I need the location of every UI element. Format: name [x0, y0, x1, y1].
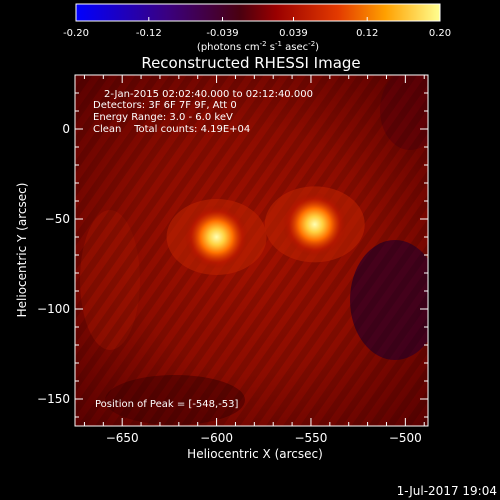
source-blob — [282, 192, 347, 257]
peak-position-label: Position of Peak = [-548,-53] — [95, 399, 239, 410]
x-tick-label: −550 — [294, 431, 327, 445]
colorbar-tick-label: -0.20 — [63, 28, 89, 39]
heatmap-image — [75, 75, 428, 426]
colorbar-tick-label: 0.20 — [429, 28, 451, 39]
colorbar — [75, 3, 441, 22]
energy-range-label: Energy Range: 3.0 - 6.0 keV — [93, 112, 233, 123]
x-axis-label: Heliocentric X (arcsec) — [187, 447, 323, 461]
source-blob — [184, 205, 249, 269]
colorbar-tick-label: -0.12 — [136, 28, 162, 39]
y-tick-label: −100 — [37, 302, 70, 316]
x-tick-label: −650 — [106, 431, 139, 445]
colorbar-tick-label: -0.039 — [206, 28, 238, 39]
plot-frame — [74, 74, 429, 427]
colorbar-tick-label: 0.12 — [356, 28, 378, 39]
x-tick-label: −600 — [200, 431, 233, 445]
footer-date: 1-Jul-2017 19:04 — [397, 484, 497, 498]
colorbar-ticks: -0.20 -0.12 -0.039 0.039 0.12 0.20 — [63, 17, 451, 39]
detectors-label: Detectors: 3F 6F 7F 9F, Att 0 — [93, 100, 237, 111]
y-tick-label: −150 — [37, 392, 70, 406]
colorbar-unit: (photons cm-2 s-1 asec-2) — [197, 40, 319, 53]
x-tick-label: −500 — [389, 431, 422, 445]
chart-title: Reconstructed RHESSI Image — [141, 54, 360, 72]
y-tick-label: 0 — [62, 122, 70, 136]
axes: −650 −600 −550 −500 0 −50 −100 −150 — [37, 75, 428, 445]
colorbar-tick-label: 0.039 — [279, 28, 308, 39]
clean-counts-label: Clean Total counts: 4.19E+04 — [93, 124, 250, 135]
y-axis-label: Heliocentric Y (arcsec) — [15, 183, 29, 318]
y-tick-label: −50 — [45, 212, 70, 226]
time-range-label: 2-Jan-2015 02:02:40.000 to 02:12:40.000 — [104, 89, 313, 100]
